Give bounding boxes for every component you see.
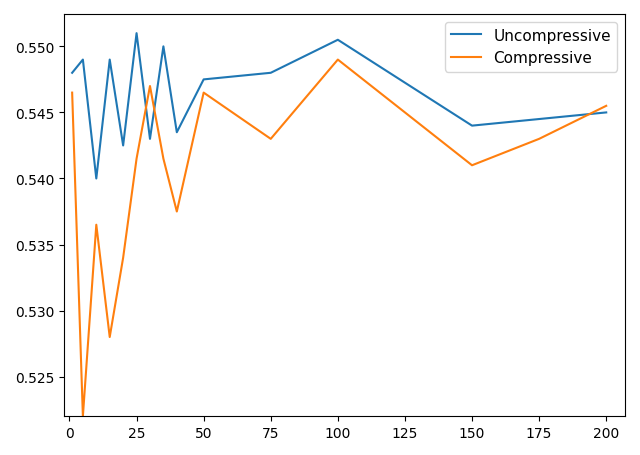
- Line: Uncompressive: Uncompressive: [72, 34, 606, 179]
- Uncompressive: [132, 31, 140, 37]
- Compressive: [132, 157, 140, 162]
- Compressive: [79, 414, 87, 419]
- Compressive: [146, 84, 154, 90]
- Compressive: [602, 104, 610, 109]
- Compressive: [159, 157, 167, 162]
- Compressive: [92, 222, 100, 228]
- Compressive: [200, 91, 207, 96]
- Uncompressive: [68, 71, 76, 76]
- Uncompressive: [119, 143, 127, 149]
- Uncompressive: [106, 58, 113, 63]
- Uncompressive: [173, 130, 180, 136]
- Uncompressive: [79, 58, 87, 63]
- Compressive: [535, 137, 543, 142]
- Compressive: [68, 91, 76, 96]
- Uncompressive: [200, 77, 207, 83]
- Uncompressive: [602, 111, 610, 116]
- Uncompressive: [146, 137, 154, 142]
- Uncompressive: [535, 117, 543, 122]
- Compressive: [173, 209, 180, 215]
- Uncompressive: [334, 38, 342, 43]
- Uncompressive: [267, 71, 275, 76]
- Compressive: [468, 163, 476, 169]
- Compressive: [267, 137, 275, 142]
- Uncompressive: [92, 177, 100, 182]
- Uncompressive: [468, 124, 476, 129]
- Compressive: [119, 255, 127, 261]
- Line: Compressive: Compressive: [72, 61, 606, 416]
- Uncompressive: [159, 45, 167, 50]
- Legend: Uncompressive, Compressive: Uncompressive, Compressive: [445, 23, 618, 72]
- Compressive: [334, 58, 342, 63]
- Compressive: [106, 334, 113, 340]
